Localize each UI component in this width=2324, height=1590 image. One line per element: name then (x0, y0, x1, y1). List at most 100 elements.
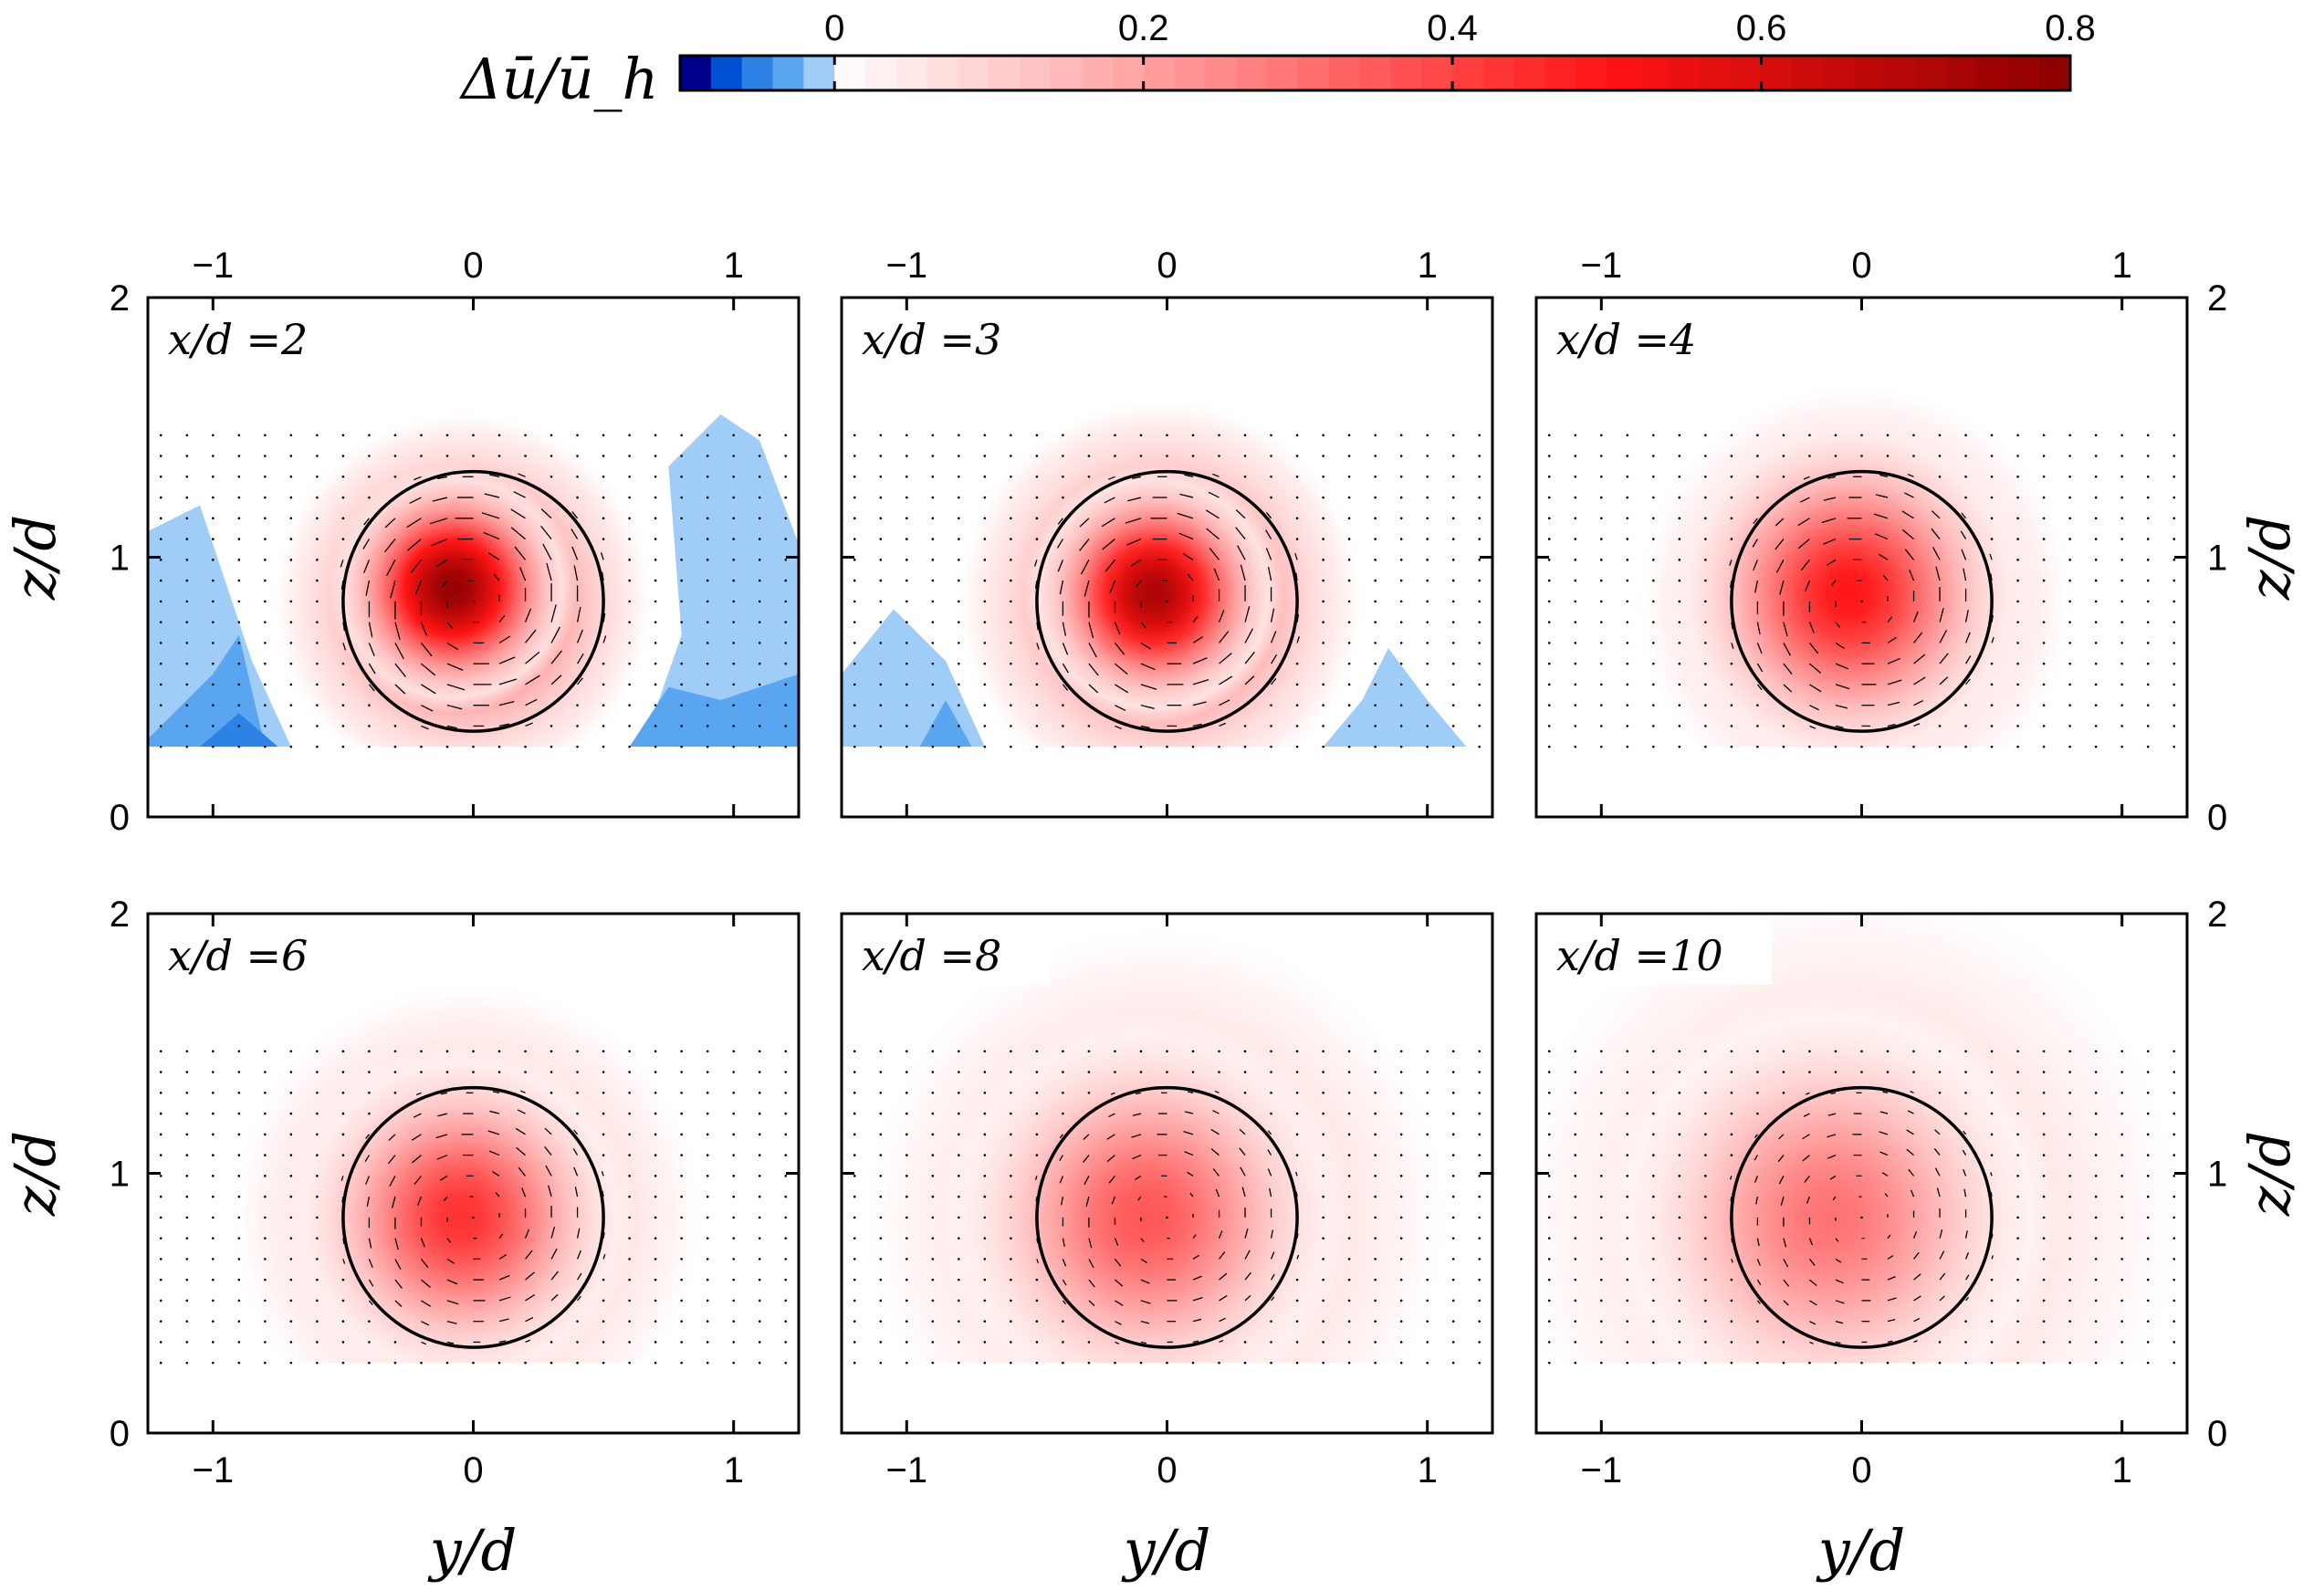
vector-dot (1010, 642, 1012, 644)
vector-dot (1547, 538, 1551, 540)
vector-dot (316, 745, 319, 748)
vector-arrow (488, 1150, 500, 1156)
vector-dot (906, 704, 908, 706)
vector-dot (758, 1175, 761, 1177)
vector-dot (1087, 1341, 1091, 1344)
vector-arrow (1964, 632, 1971, 643)
vector-dot (879, 600, 883, 603)
vector-dot (958, 1092, 960, 1094)
vector-dot (1704, 1071, 1707, 1073)
vector-dot (879, 559, 883, 561)
vector-dot (212, 1237, 215, 1240)
vector-dot (1990, 455, 1994, 457)
vector-dot (341, 1050, 345, 1053)
vector-dot (1574, 1258, 1577, 1260)
vector-dot (931, 1071, 935, 1073)
vector-dot (1478, 704, 1481, 706)
vector-dot (2042, 642, 2046, 644)
vector-dot (212, 1361, 215, 1365)
vector-dot (1374, 1320, 1377, 1323)
vector-dot (237, 496, 241, 499)
vector-arrow (1244, 606, 1251, 622)
vector-arrow (1244, 1228, 1249, 1239)
vector-arrow (1088, 1238, 1093, 1249)
vector-dot (1399, 538, 1403, 540)
vector-dot (185, 1133, 189, 1136)
vector-dot (1426, 1258, 1429, 1260)
vector-dot (2172, 1341, 2176, 1344)
vector-arrow (421, 725, 429, 730)
vector-arrow (498, 1233, 504, 1240)
vector-dot (906, 1133, 908, 1136)
vector-dot (1451, 725, 1455, 727)
vector-dot (1652, 642, 1655, 644)
panel-label-bg (849, 305, 1050, 369)
vector-dot (879, 1175, 883, 1177)
vector-dot (602, 1154, 605, 1156)
vector-dot (1270, 1112, 1272, 1115)
vector-arrow (544, 1127, 552, 1135)
vector-arrow (1882, 1091, 1889, 1093)
vector-dot (1990, 517, 1994, 520)
vector-dot (628, 1133, 631, 1136)
vector-dot (1704, 1112, 1707, 1115)
vector-dot (2042, 1050, 2046, 1053)
vector-dot (2042, 1175, 2046, 1177)
vector-arrow (420, 1258, 429, 1269)
vector-dot (185, 1092, 189, 1094)
vector-dot (237, 434, 241, 437)
vector-dot (237, 1320, 241, 1323)
vector-dot (576, 745, 579, 748)
vector-dot (1139, 434, 1143, 437)
vector-dot (289, 621, 293, 623)
vector-arrow (1270, 608, 1275, 622)
vector-dot (2146, 1320, 2150, 1323)
vector-dot (2146, 1195, 2150, 1198)
vector-arrow (368, 643, 375, 656)
vector-dot (1295, 704, 1299, 706)
vector-arrow (415, 1092, 422, 1096)
x-tick-label-top: −1 (1580, 246, 1622, 286)
vector-dot (420, 1071, 423, 1073)
y-tick-label-right: 2 (2207, 278, 2227, 319)
vector-arrow (1106, 1134, 1115, 1140)
vector-arrow (1111, 1196, 1116, 1205)
vector-dot (1704, 455, 1707, 457)
vector-dot (1886, 1050, 1890, 1053)
vector-arrow (1085, 1196, 1090, 1207)
colorbar-swatch (1205, 56, 1237, 90)
vector-dot (784, 1154, 788, 1156)
vector-dot (2068, 662, 2071, 665)
vector-dot (1451, 621, 1455, 623)
vector-dot (2172, 1154, 2176, 1156)
vector-dot (1295, 1341, 1299, 1344)
vector-dot (1652, 1299, 1655, 1302)
vector-dot (1451, 1154, 1455, 1156)
vector-dot (1426, 517, 1429, 520)
vector-dot (1478, 1278, 1481, 1281)
vector-arrow (1130, 559, 1142, 567)
vector-dot (758, 1112, 761, 1115)
vector-dot (879, 1112, 883, 1115)
vector-dot (1912, 1050, 1915, 1053)
vector-dot (185, 455, 189, 457)
vector-dot (1166, 1050, 1168, 1053)
vector-dot (1218, 1361, 1220, 1365)
vector-arrow (1244, 628, 1254, 643)
vector-dot (1547, 434, 1551, 437)
vector-arrow (498, 614, 506, 623)
vector-dot (212, 745, 215, 748)
vector-dot (879, 662, 883, 665)
vector-dot (1964, 1361, 1967, 1365)
speedup-region (148, 505, 291, 748)
vector-arrow (1079, 539, 1090, 551)
vector-dot (2016, 559, 2019, 561)
vector-dot (159, 683, 162, 686)
vector-dot (654, 1112, 657, 1115)
vector-arrow (1873, 513, 1889, 519)
vector-dot (316, 1299, 319, 1302)
vector-dot (1451, 455, 1455, 457)
vector-dot (1295, 1361, 1299, 1365)
vector-dot (628, 517, 631, 520)
